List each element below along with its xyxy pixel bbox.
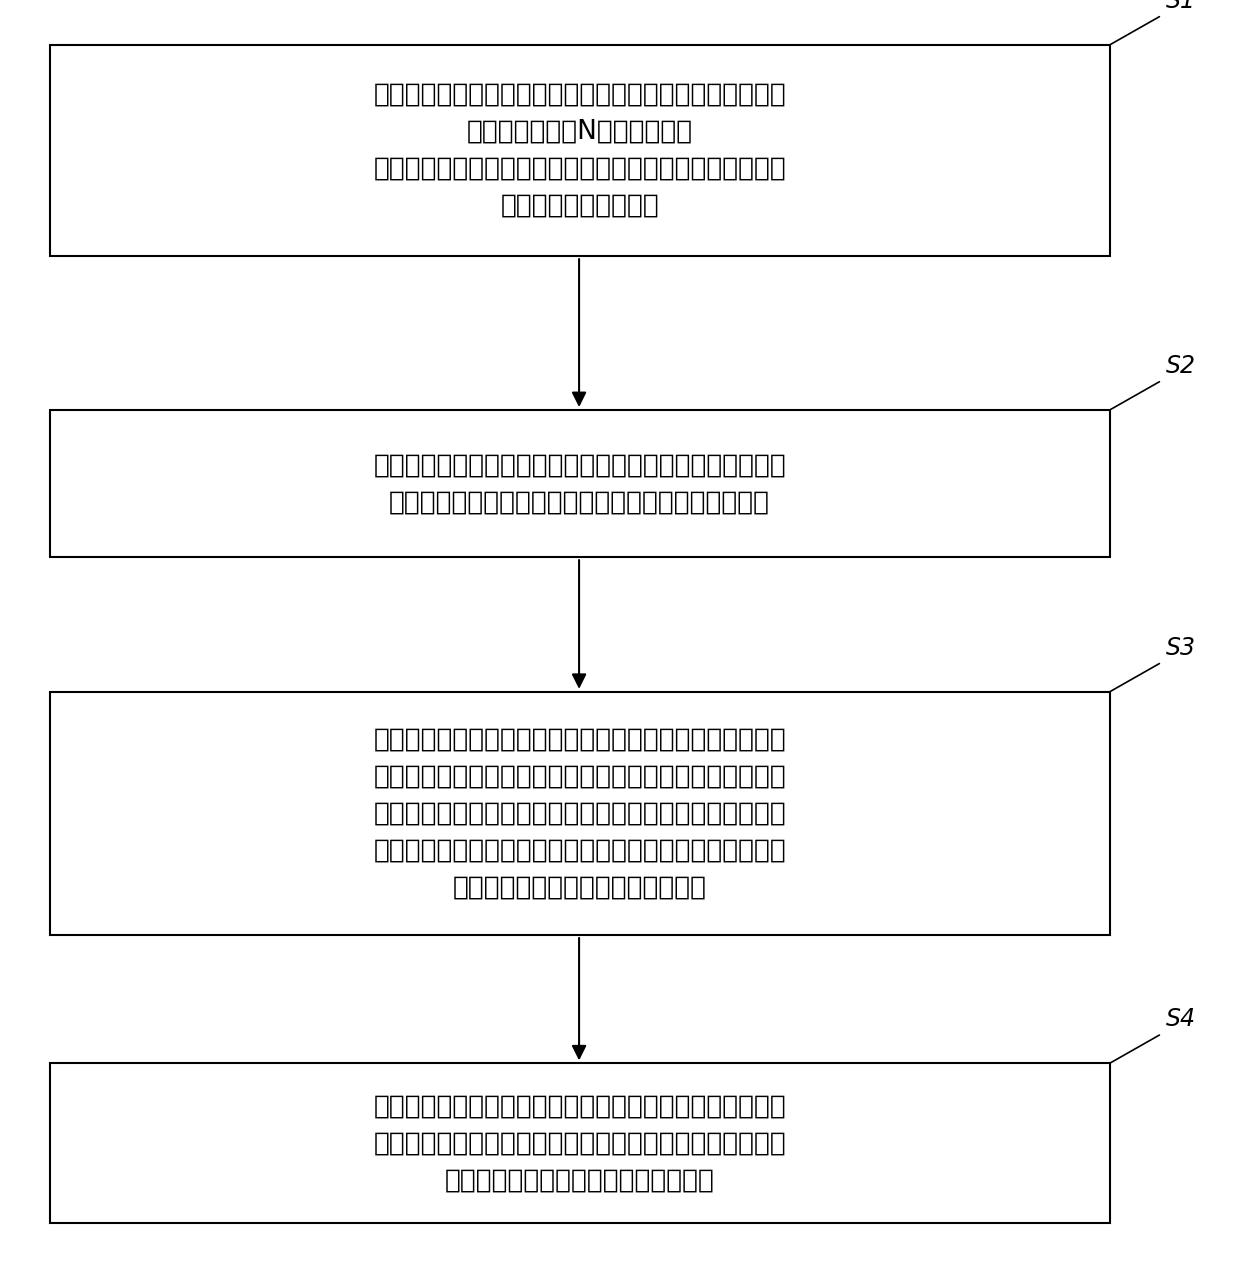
Bar (50, 45, 1110, 256)
Text: 根据用户所提交的公交车道借用申请判定当前用户的车辆是
否能够使用公交车道，如是，则向用户反馈预约成功，准许
用户在申请的车道使用时间在目标公交车道行驶，且将预约: 根据用户所提交的公交车道借用申请判定当前用户的车辆是 否能够使用公交车道，如是，… (373, 726, 786, 901)
Text: S4: S4 (1166, 1007, 1195, 1031)
Bar (50, 410, 1110, 557)
Text: 用户通过用户终端在电子地图中查询其目标路段的道路饱和
度状态，并根据道路饱和度状态提交公交车道借用申请: 用户通过用户终端在电子地图中查询其目标路段的道路饱和 度状态，并根据道路饱和度状… (373, 452, 786, 515)
Text: S2: S2 (1166, 354, 1195, 378)
Text: 在借用申请的车道使用时间监测用户车辆，并判断用户车辆
在申请使用目标公交车道的时间范围内是否处于所在目标位
置，如否，则将用户车辆进行征信标记: 在借用申请的车道使用时间监测用户车辆，并判断用户车辆 在申请使用目标公交车道的时… (373, 1093, 786, 1194)
Text: S3: S3 (1166, 635, 1195, 660)
Bar (50, 1063, 1110, 1223)
Bar (50, 692, 1110, 935)
Text: S1: S1 (1166, 0, 1195, 13)
Text: 获取路网信息，并根据路网的交通节点将路网中具有公交车
道的道路划分为N个路段，预测
所划分的各路段的道路饱和度状态，并将路段的道路饱和度
状态标记在电子地图中: 获取路网信息，并根据路网的交通节点将路网中具有公交车 道的道路划分为N个路段，预… (373, 82, 786, 219)
